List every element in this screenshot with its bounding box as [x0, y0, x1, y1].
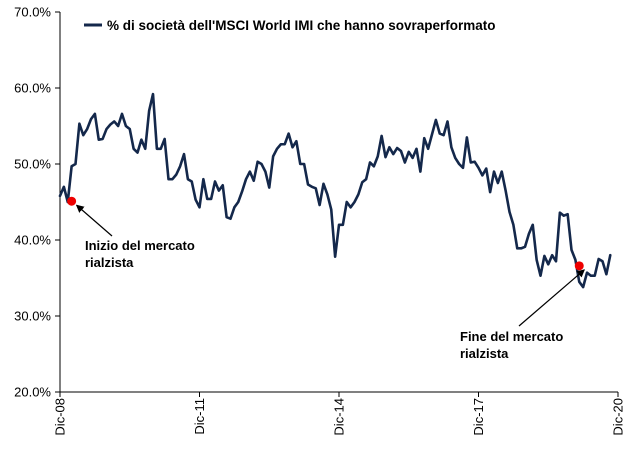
legend: % di società dell'MSCI World IMI che han…	[84, 18, 496, 33]
x-tick-label: Dic-11	[192, 398, 207, 435]
annotation-arrow	[77, 205, 112, 236]
axes: 20.0% 30.0% 40.0% 50.0% 60.0% 70.0% Dic-08 Dic-…	[14, 5, 624, 436]
series-layer	[60, 94, 610, 287]
annotation-text: rialzista	[460, 346, 509, 361]
x-tick-label: Dic-14	[332, 398, 347, 436]
y-tick-label: 50.0%	[14, 157, 51, 172]
series-line	[60, 94, 610, 287]
x-tick-label: Dic-20	[611, 398, 624, 436]
x-tick-label: Dic-08	[53, 398, 68, 436]
annotation-arrow	[519, 270, 584, 326]
annotation-text: Fine del mercato	[460, 329, 563, 344]
y-tick-label: 70.0%	[14, 5, 51, 20]
highlight-point	[575, 261, 584, 270]
y-tick-label: 30.0%	[14, 309, 51, 324]
annotation-text: Inizio del mercato	[85, 238, 195, 253]
annotation-layer: Inizio del mercato rialzista Fine del merc…	[77, 205, 585, 361]
highlight-point	[67, 197, 76, 206]
y-tick-label: 60.0%	[14, 81, 51, 96]
legend-label: % di società dell'MSCI World IMI che han…	[107, 18, 496, 33]
annotation-text: rialzista	[85, 255, 134, 270]
y-tick-label: 40.0%	[14, 233, 51, 248]
marker-layer	[67, 197, 584, 271]
x-tick-label: Dic-17	[471, 398, 486, 436]
y-tick-label: 20.0%	[14, 385, 51, 400]
